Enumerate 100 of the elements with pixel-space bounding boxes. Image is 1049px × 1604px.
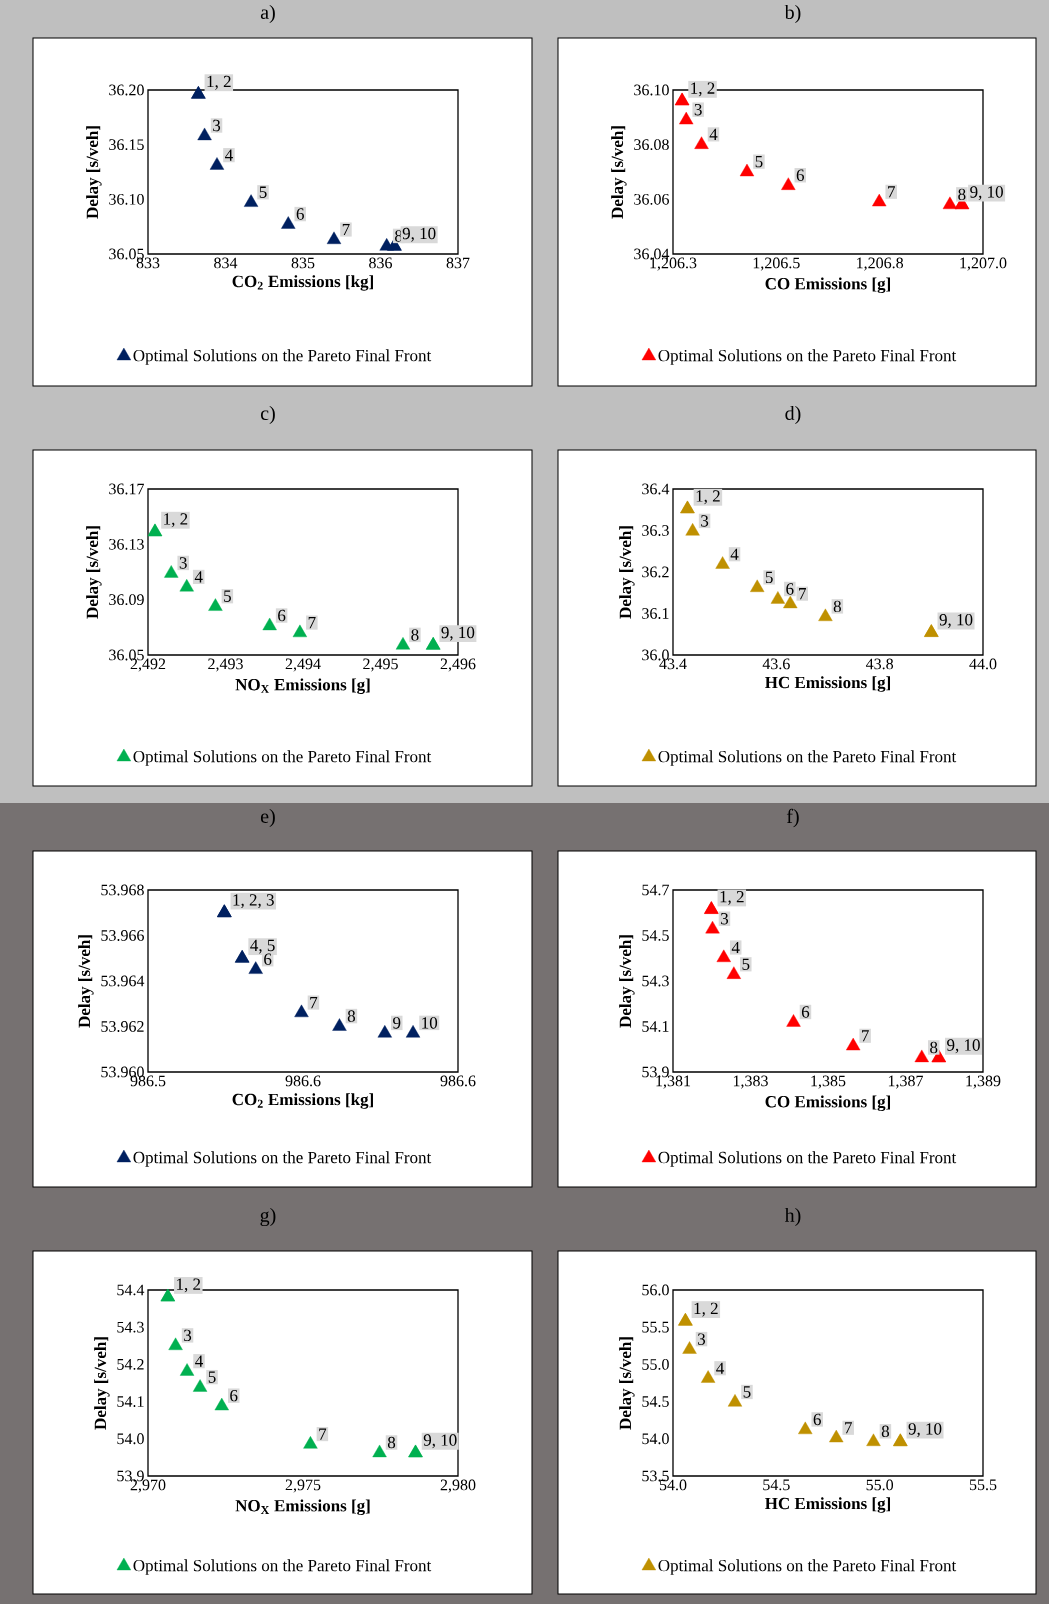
- annotation: 5: [743, 1386, 751, 1398]
- annotation: 9, 10: [908, 1423, 942, 1438]
- y-tick-label: 54.7: [642, 884, 670, 896]
- annotation: 8: [411, 629, 419, 641]
- x-axis-title: CO$_{2}$ Emissions [kg]: [232, 1093, 373, 1109]
- annotation: 8: [833, 600, 841, 613]
- y-axis-title: Delay [s/veh]: [86, 526, 102, 619]
- x-tick-label: 1,385: [811, 1075, 846, 1089]
- y-tick-label: 36.10: [109, 193, 144, 205]
- y-tick-label: 55.0: [642, 1358, 669, 1370]
- x-tick-label: 2,493: [208, 658, 243, 672]
- annotation: 3: [698, 1333, 706, 1345]
- x-tick-label: 54.5: [763, 1479, 790, 1491]
- annotation: 7: [310, 997, 318, 1009]
- x-tick-label: 2,496: [440, 658, 476, 672]
- y-tick-label: 36.06: [634, 193, 669, 205]
- y-tick-label: 36.1: [642, 608, 669, 619]
- x-tick-label: 834: [214, 257, 238, 269]
- legend-label: Optimal Solutions on the Pareto Final Front: [133, 349, 432, 365]
- y-axis-title: Delay [s/veh]: [611, 126, 627, 219]
- annotation: 1, 2: [207, 75, 231, 90]
- annotation: 8: [347, 1010, 356, 1022]
- annotation: 8: [930, 1041, 938, 1054]
- y-tick-label: 36.4: [642, 483, 670, 495]
- legend-label: Optimal Solutions on the Pareto Final Front: [658, 1151, 957, 1167]
- chart-title: b): [784, 4, 801, 24]
- annotation: 7: [862, 1030, 869, 1042]
- x-tick-label: 835: [291, 257, 315, 269]
- annotation: 4: [716, 1362, 725, 1374]
- annotation: 8: [881, 1425, 890, 1438]
- legend-label: Optimal Solutions on the Pareto Final Front: [133, 1559, 432, 1575]
- annotation: 4: [195, 1355, 203, 1367]
- annotation: 5: [765, 571, 773, 584]
- x-tick-label: 1,207.0: [960, 257, 1007, 271]
- x-axis-title: NO$_{X}$ Emissions [g]: [235, 1499, 370, 1516]
- annotation: 6: [813, 1413, 821, 1426]
- annotation: 5: [224, 590, 231, 602]
- annotation: 3: [213, 119, 221, 132]
- y-tick-label: 36.20: [109, 84, 144, 96]
- y-tick-label: 53.968: [101, 884, 144, 896]
- annotation: 9, 10: [423, 1434, 457, 1449]
- y-tick-label: 54.3: [117, 1321, 144, 1333]
- x-tick-label: 2,980: [440, 1479, 476, 1493]
- annotation: 6: [801, 1006, 810, 1018]
- chart-title: a): [260, 4, 275, 24]
- y-tick-label: 53.962: [101, 1021, 144, 1032]
- annotation: 9: [393, 1017, 401, 1029]
- y-axis-title: Delay [s/veh]: [78, 935, 94, 1028]
- annotation: 9, 10: [441, 626, 475, 641]
- chart-title: d): [785, 405, 801, 425]
- y-axis-title: Delay [s/veh]: [94, 1337, 110, 1430]
- x-axis-title: CO Emissions [g]: [765, 1095, 890, 1112]
- annotation: 6: [786, 583, 794, 595]
- y-tick-label: 36.17: [109, 483, 145, 495]
- y-tick-label: 36.3: [642, 525, 669, 536]
- chart-title: e): [260, 808, 275, 828]
- annotation: 4: [225, 149, 233, 161]
- y-axis-title: Delay [s/veh]: [619, 526, 635, 619]
- annotation: 4: [194, 571, 203, 583]
- y-tick-label: 56.0: [642, 1284, 669, 1296]
- annotation: 7: [888, 186, 895, 198]
- x-tick-label: 1,389: [966, 1075, 1001, 1089]
- y-tick-label: 36.2: [642, 566, 669, 578]
- annotation: 1, 2: [694, 1302, 718, 1317]
- annotation: 3: [184, 1329, 192, 1342]
- annotation: 4, 5: [250, 939, 275, 954]
- y-tick-label: 36.13: [109, 538, 144, 550]
- annotation: 1, 2: [164, 513, 188, 528]
- annotation: 8: [387, 1436, 396, 1449]
- chart-title: c): [260, 405, 275, 425]
- annotation: 4: [731, 941, 740, 954]
- y-tick-label: 54.4: [117, 1284, 145, 1296]
- annotation: 7: [342, 223, 350, 236]
- annotation: 5: [742, 958, 750, 970]
- x-axis-title: CO Emissions [g]: [765, 277, 890, 294]
- annotation: 8: [958, 188, 966, 201]
- x-axis-title: HC Emissions [g]: [765, 676, 890, 692]
- y-tick-label: 54.1: [117, 1396, 144, 1407]
- annotation: 9, 10: [939, 613, 973, 628]
- annotation: 1, 2: [720, 890, 744, 905]
- y-tick-label: 54.2: [117, 1358, 144, 1370]
- annotation: 7: [799, 588, 806, 600]
- x-tick-label: 55.0: [866, 1479, 894, 1491]
- x-tick-label: 44.0: [969, 658, 997, 670]
- x-tick-label: 1,383: [733, 1075, 768, 1089]
- x-tick-label: 55.5: [969, 1479, 997, 1491]
- y-tick-label: 36.09: [109, 594, 144, 606]
- y-tick-label: 54.3: [642, 975, 669, 987]
- y-tick-label: 55.5: [642, 1321, 669, 1333]
- y-tick-label: 53.964: [101, 975, 145, 987]
- x-tick-label: 837: [446, 257, 470, 269]
- y-axis-title: Delay [s/veh]: [619, 1337, 635, 1430]
- y-axis-title: Delay [s/veh]: [86, 126, 102, 219]
- annotation: 1, 2: [696, 490, 720, 505]
- x-tick-label: 2,494: [285, 658, 321, 672]
- annotation: 5: [755, 156, 763, 168]
- annotation: 5: [208, 1371, 216, 1383]
- legend-label: Optimal Solutions on the Pareto Final Front: [133, 750, 432, 766]
- y-tick-label: 36.15: [109, 139, 144, 151]
- annotation: 6: [296, 208, 304, 220]
